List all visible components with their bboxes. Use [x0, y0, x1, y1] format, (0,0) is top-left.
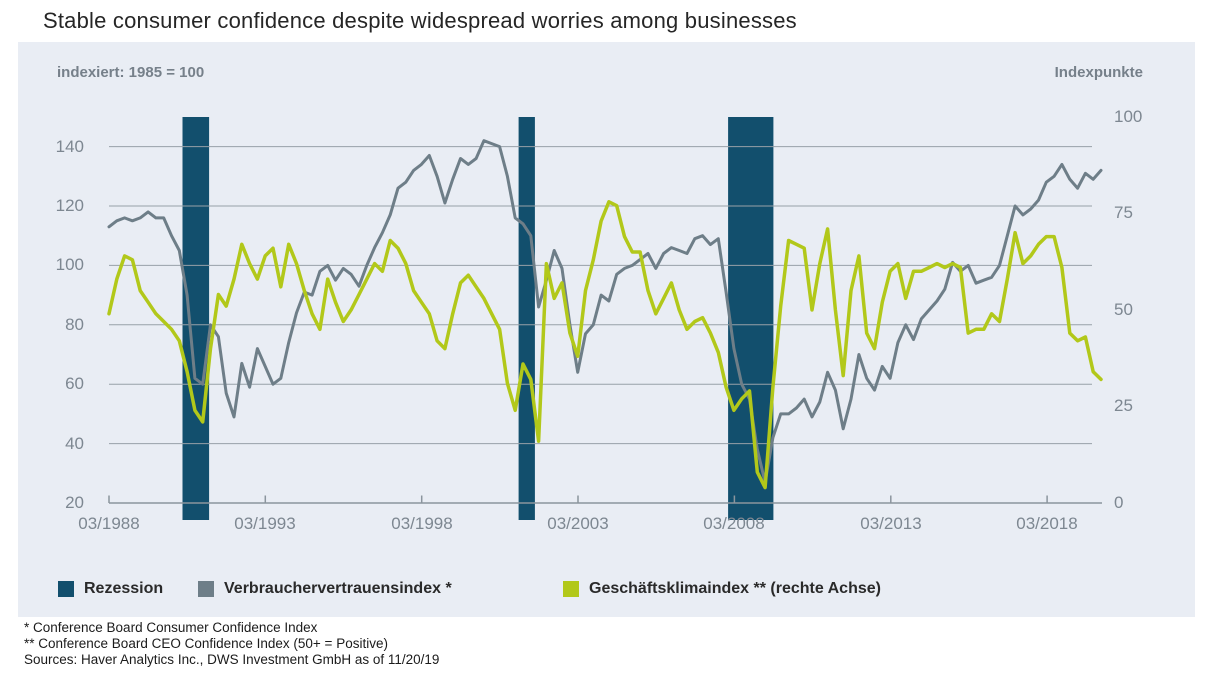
- legend-label: Verbrauchervertrauensindex *: [224, 580, 452, 597]
- left-axis-tick: 80: [65, 315, 84, 334]
- recession-band: [518, 117, 535, 520]
- footnote-line: Sources: Haver Analytics Inc., DWS Inves…: [24, 652, 440, 667]
- right-axis-tick: 100: [1114, 107, 1143, 126]
- footnote-line: ** Conference Board CEO Confidence Index…: [24, 636, 388, 651]
- legend-label: Geschäftsklimaindex ** (rechte Achse): [589, 580, 881, 597]
- series-line-ceo: [107, 200, 1103, 490]
- right-axis-tick: 25: [1114, 396, 1133, 415]
- right-axis-tick: 50: [1114, 300, 1133, 319]
- chart-panel: indexiert: 1985 = 100 Indexpunkte 140 12…: [18, 42, 1195, 617]
- legend-item-geschaeftsklimaindex: Geschäftsklimaindex ** (rechte Achse): [563, 580, 881, 598]
- left-axis-tick: 40: [65, 434, 84, 453]
- left-axis-tick: 140: [55, 137, 84, 156]
- right-axis-tick: 0: [1114, 493, 1124, 512]
- ceo-line-swatch: [563, 581, 579, 597]
- legend-item-verbrauchervertrauensindex: Verbrauchervertrauensindex *: [198, 580, 452, 598]
- left-axis-title: indexiert: 1985 = 100: [57, 64, 205, 81]
- x-axis-tick: 03/2013: [860, 514, 922, 533]
- left-axis-tick: 60: [65, 374, 84, 393]
- left-axis-tick: 20: [65, 493, 84, 512]
- recession-swatch: [58, 581, 74, 597]
- left-axis-tick: 100: [55, 255, 84, 274]
- chart-plot: [107, 117, 1103, 520]
- right-axis-title: Indexpunkte: [1054, 64, 1143, 81]
- recession-band: [728, 117, 774, 520]
- x-axis-tick: 03/1993: [234, 514, 296, 533]
- page-title: Stable consumer confidence despite wides…: [43, 8, 797, 33]
- x-axis-tick: 03/2008: [703, 514, 765, 533]
- footnote-line: * Conference Board Consumer Confidence I…: [24, 620, 318, 635]
- consumer-line-swatch: [198, 581, 214, 597]
- x-axis-tick: 03/2003: [547, 514, 609, 533]
- legend-label: Rezession: [84, 580, 164, 597]
- x-axis-tick: 03/1988: [78, 514, 140, 533]
- footnotes: * Conference Board Consumer Confidence I…: [24, 620, 439, 668]
- recession-band: [182, 117, 210, 520]
- x-axis-tick: 03/2018: [1016, 514, 1078, 533]
- left-axis-tick: 120: [55, 196, 84, 215]
- right-axis-tick: 75: [1114, 203, 1133, 222]
- legend-item-rezession: Rezession: [58, 580, 163, 598]
- series-line-consumer: [107, 139, 1103, 484]
- x-axis-tick: 03/1998: [391, 514, 453, 533]
